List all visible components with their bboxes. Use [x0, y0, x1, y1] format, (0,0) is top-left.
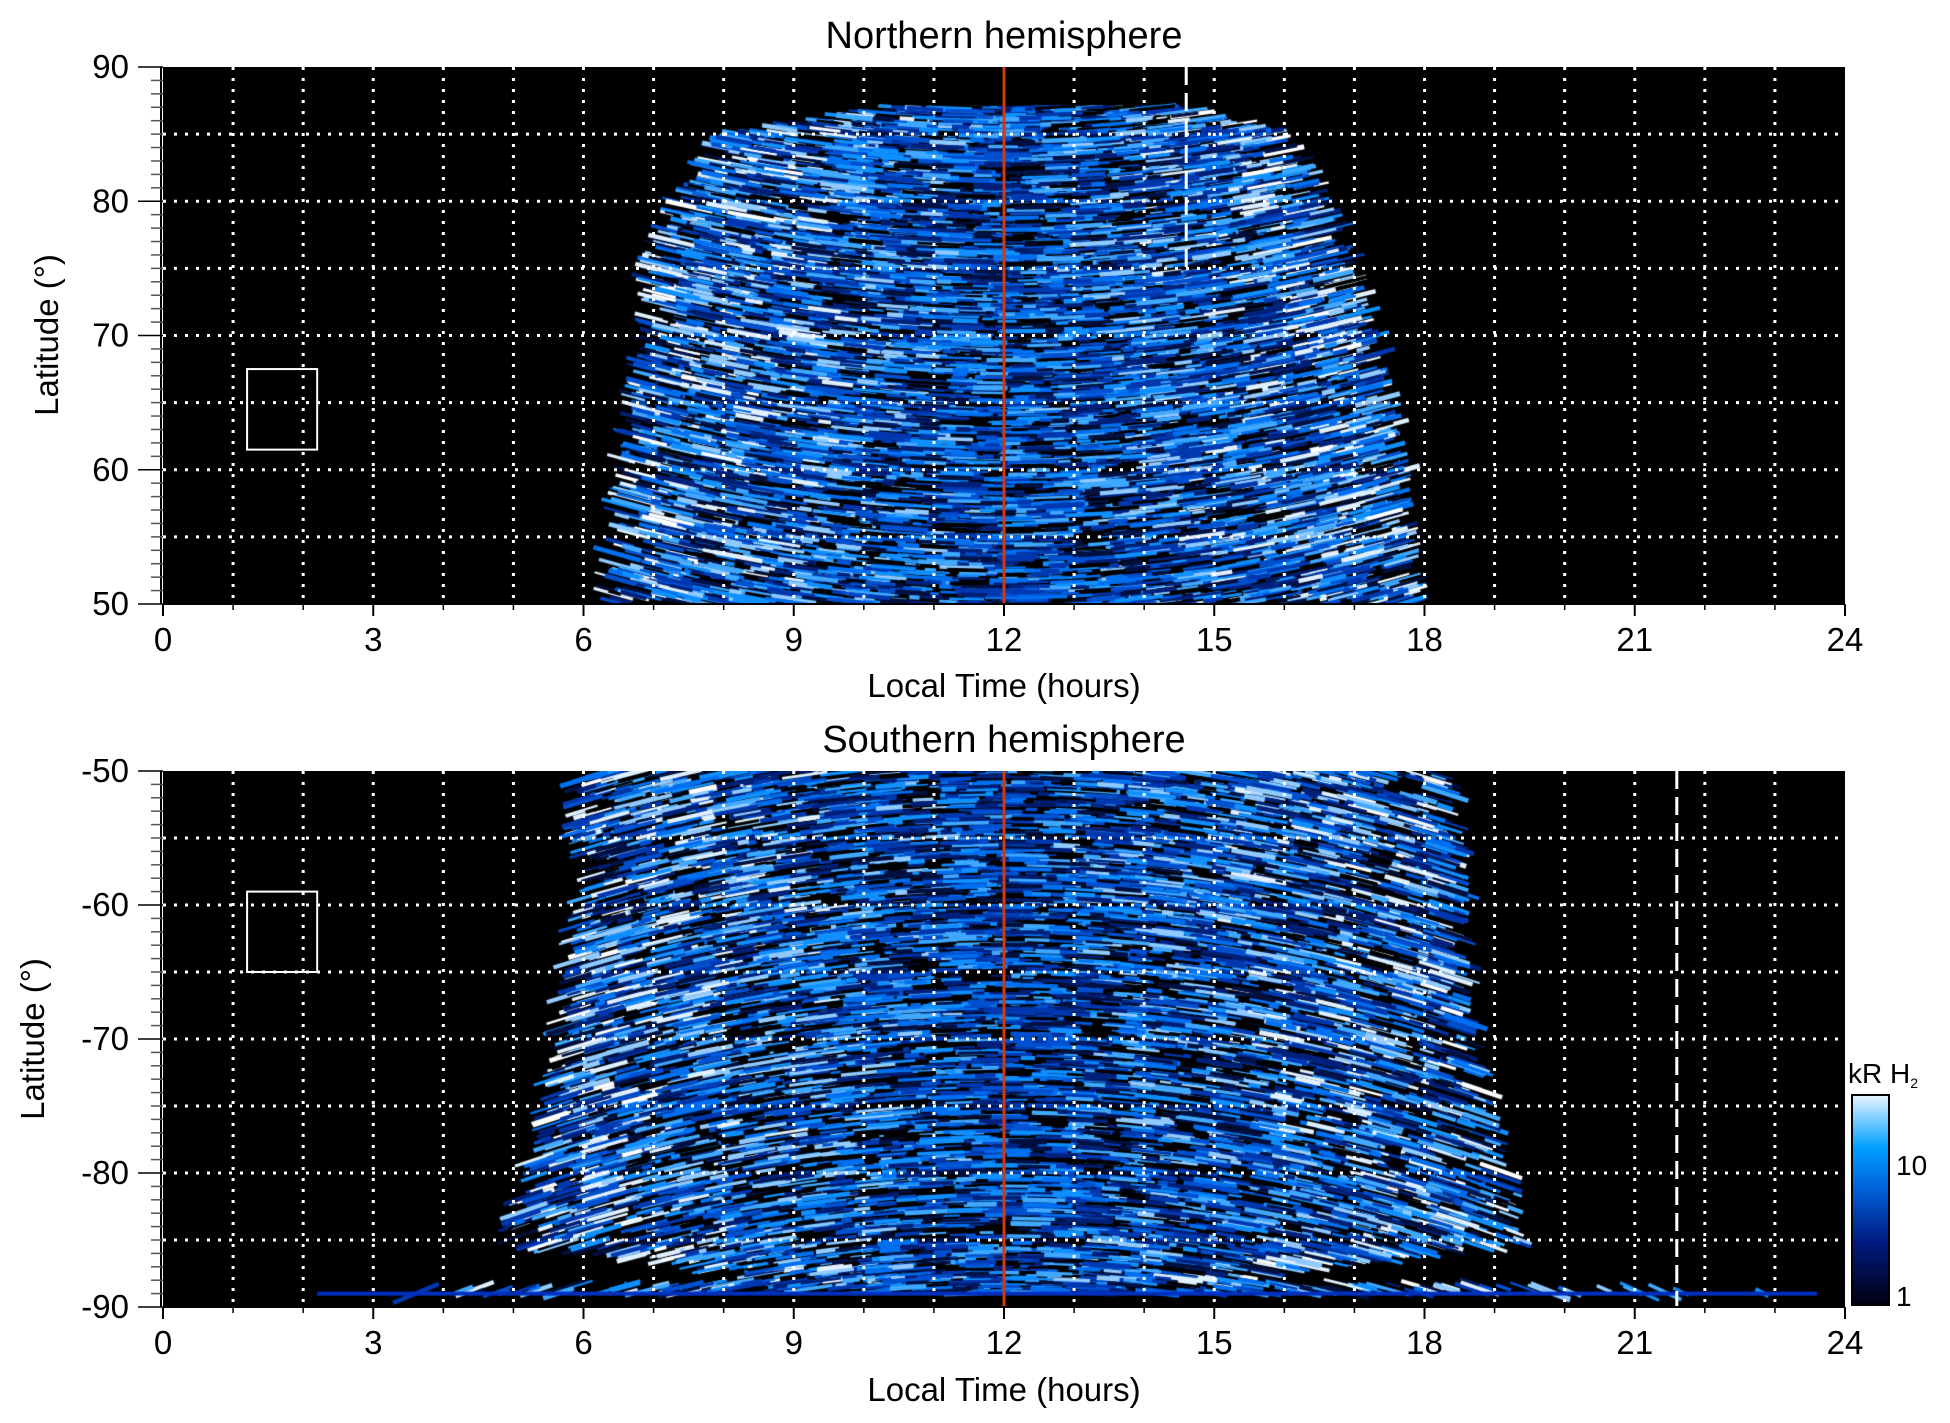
y-tick-label: 70 [92, 317, 129, 354]
y-tick-label: -60 [81, 886, 129, 923]
x-tick-label: 21 [1616, 1324, 1653, 1361]
colorbar-gradient [1851, 1094, 1890, 1306]
x-tick-label: 3 [364, 1324, 382, 1361]
y-tick-label: 60 [92, 451, 129, 488]
x-tick-label: 15 [1196, 1324, 1233, 1361]
north-ylabel: Latitude (°) [28, 254, 65, 416]
x-tick-label: 18 [1406, 621, 1443, 658]
x-tick-label: 6 [574, 1324, 592, 1361]
x-tick-label: 9 [785, 621, 803, 658]
north-xlabel: Local Time (hours) [867, 667, 1140, 704]
reference-box [246, 890, 319, 973]
x-tick-label: 24 [1827, 621, 1864, 658]
y-tick-label: -70 [81, 1020, 129, 1057]
north-title: Northern hemisphere [826, 15, 1183, 57]
y-tick-label: -50 [81, 752, 129, 789]
y-tick-label: -90 [81, 1288, 129, 1325]
x-tick-label: 0 [154, 1324, 172, 1361]
x-tick-label: 21 [1616, 621, 1653, 658]
x-tick-label: 6 [574, 621, 592, 658]
x-tick-label: 12 [986, 1324, 1023, 1361]
x-tick-label: 12 [986, 621, 1023, 658]
south-title: Southern hemisphere [822, 719, 1185, 761]
south-ylabel: Latitude (°) [14, 958, 51, 1120]
colorbar-tick-1: 1 [1896, 1281, 1912, 1312]
x-tick-label: 24 [1827, 1324, 1864, 1361]
reference-box [246, 368, 319, 451]
south-xlabel: Local Time (hours) [867, 1371, 1140, 1408]
x-tick-label: 18 [1406, 1324, 1443, 1361]
x-tick-label: 9 [785, 1324, 803, 1361]
y-tick-label: -80 [81, 1154, 129, 1191]
colorbar-tick-10: 10 [1896, 1150, 1927, 1181]
x-tick-label: 3 [364, 621, 382, 658]
y-tick-label: 90 [92, 48, 129, 85]
colorbar-label: kR H2 [1848, 1058, 1918, 1091]
south-panel: Southern hemisphere Local Time (hours) L… [14, 719, 1863, 1408]
y-tick-label: 80 [92, 182, 129, 219]
colorbar: kR H2 10 1 [1848, 1058, 1927, 1312]
x-tick-label: 0 [154, 621, 172, 658]
y-tick-label: 50 [92, 585, 129, 622]
x-tick-label: 15 [1196, 621, 1233, 658]
north-panel: Northern hemisphere Local Time (hours) L… [28, 15, 1863, 704]
